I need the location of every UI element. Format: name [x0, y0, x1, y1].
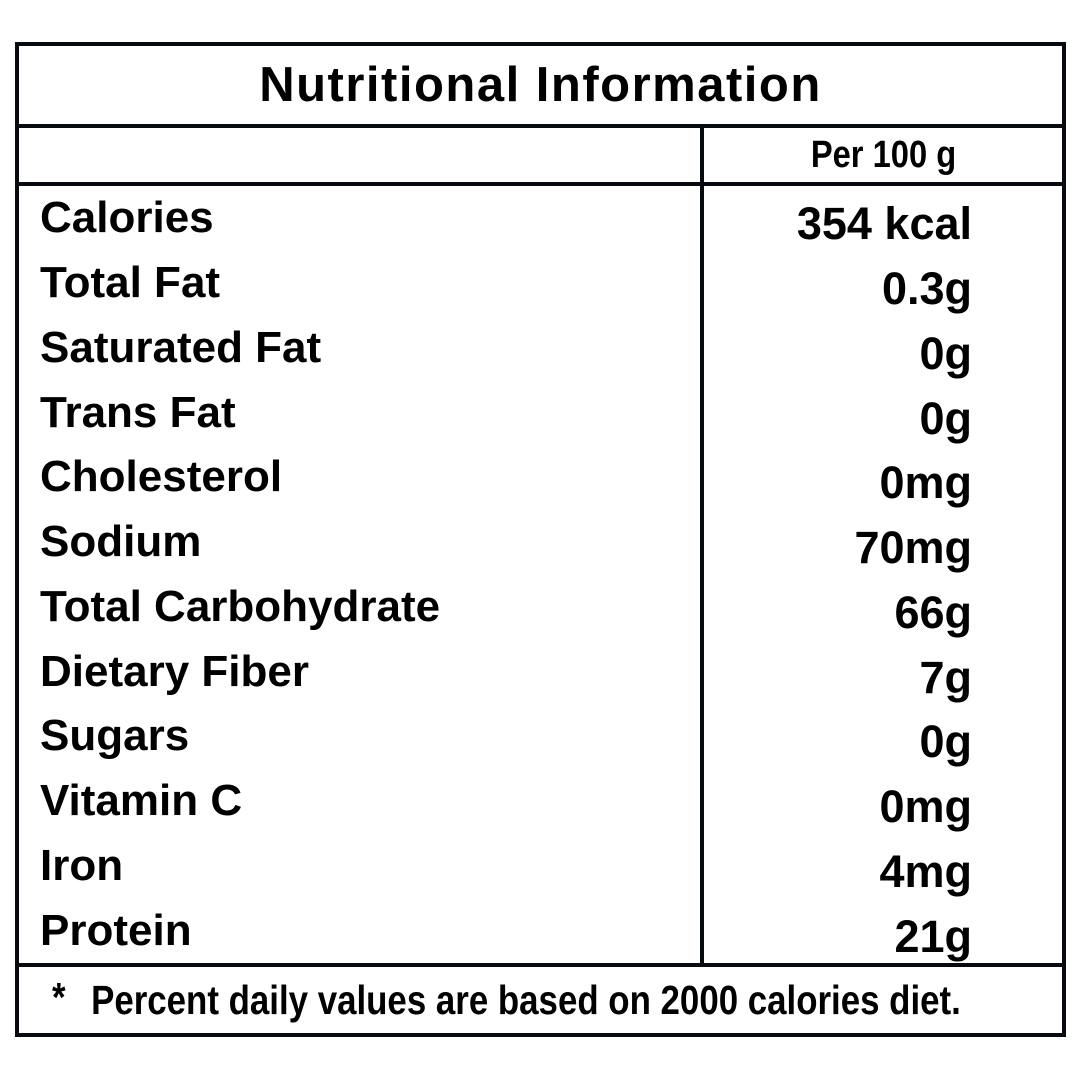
nutrient-value: 354 kcal: [796, 198, 972, 250]
footnote-text: Percent daily values are based on 2000 c…: [91, 976, 961, 1023]
nutrient-value: 21g: [894, 910, 972, 962]
table-header-row: Per 100 g: [19, 128, 1062, 186]
nutrient-value-cell: 0.3g: [704, 251, 1062, 316]
nutrient-value-cell: 0mg: [704, 769, 1062, 834]
nutrient-value: 7g: [919, 651, 972, 703]
table-row: Cholesterol 0mg: [19, 445, 1062, 510]
nutrient-label: Total Carbohydrate: [40, 581, 441, 631]
nutrient-value-cell: 0g: [704, 380, 1062, 445]
nutrient-label: Iron: [40, 840, 124, 890]
nutrient-label-cell: Dietary Fiber: [19, 639, 704, 704]
nutrient-label: Protein: [40, 905, 192, 955]
nutrient-label: Dietary Fiber: [40, 646, 309, 696]
nutrient-label-cell: Saturated Fat: [19, 316, 704, 381]
nutrient-label: Calories: [40, 193, 214, 243]
header-empty-cell: [19, 128, 704, 182]
table-title: Nutritional Information: [259, 58, 822, 112]
nutrient-value-cell: 21g: [704, 898, 1062, 963]
table-row: Calories 354 kcal: [19, 186, 1062, 251]
nutrient-label: Sugars: [40, 711, 190, 761]
header-per-100g-cell: Per 100 g: [704, 128, 1062, 182]
nutrient-value-cell: 70mg: [704, 510, 1062, 575]
nutrient-value-cell: 66g: [704, 575, 1062, 640]
nutrient-label: Trans Fat: [40, 387, 236, 437]
nutrient-label-cell: Protein: [19, 898, 704, 963]
nutrient-value-cell: 0g: [704, 704, 1062, 769]
table-footer-row: * Percent daily values are based on 2000…: [19, 963, 1062, 1033]
nutrition-facts-table: Nutritional Information Per 100 g Calori…: [15, 42, 1066, 1037]
nutrient-label: Total Fat: [40, 258, 221, 308]
table-row: Sodium 70mg: [19, 510, 1062, 575]
table-row: Iron 4mg: [19, 834, 1062, 899]
table-body: Calories 354 kcal Total Fat 0.3g Saturat…: [19, 186, 1062, 963]
nutrient-label-cell: Total Carbohydrate: [19, 575, 704, 640]
nutrient-value: 0mg: [879, 781, 972, 833]
column-header-per-100g: Per 100 g: [810, 133, 956, 176]
table-row: Trans Fat 0g: [19, 380, 1062, 445]
table-title-row: Nutritional Information: [19, 46, 1062, 128]
nutrient-value: 0g: [919, 392, 972, 444]
footnote: * Percent daily values are based on 2000…: [52, 973, 961, 1024]
nutrient-label: Sodium: [40, 517, 202, 567]
nutrient-value: 70mg: [854, 522, 972, 574]
table-row: Dietary Fiber 7g: [19, 639, 1062, 704]
nutrient-value: 0mg: [879, 457, 972, 509]
table-row: Saturated Fat 0g: [19, 316, 1062, 381]
nutrient-label-cell: Vitamin C: [19, 769, 704, 834]
nutrient-label-cell: Sugars: [19, 704, 704, 769]
nutrient-label-cell: Total Fat: [19, 251, 704, 316]
nutrient-label-cell: Iron: [19, 834, 704, 899]
nutrient-label-cell: Calories: [19, 186, 704, 251]
table-row: Total Carbohydrate 66g: [19, 575, 1062, 640]
nutrient-value-cell: 7g: [704, 639, 1062, 704]
nutrient-value-cell: 0mg: [704, 445, 1062, 510]
nutrient-label-cell: Sodium: [19, 510, 704, 575]
nutrient-label: Saturated Fat: [40, 322, 322, 372]
nutrient-label: Vitamin C: [40, 776, 243, 826]
nutrient-label: Cholesterol: [40, 452, 283, 502]
footnote-asterisk: *: [52, 973, 66, 1020]
nutrient-value: 66g: [894, 586, 972, 638]
nutrient-label-cell: Trans Fat: [19, 380, 704, 445]
table-row: Total Fat 0.3g: [19, 251, 1062, 316]
nutrient-value-cell: 4mg: [704, 834, 1062, 899]
nutrient-value: 0g: [919, 327, 972, 379]
nutrient-value: 4mg: [879, 845, 972, 897]
nutrient-value-cell: 354 kcal: [704, 186, 1062, 251]
table-row: Protein 21g: [19, 898, 1062, 963]
nutrient-label-cell: Cholesterol: [19, 445, 704, 510]
table-row: Sugars 0g: [19, 704, 1062, 769]
nutrient-value-cell: 0g: [704, 316, 1062, 381]
nutrient-value: 0g: [919, 716, 972, 768]
column-divider-line: [700, 186, 704, 963]
nutrient-value: 0.3g: [881, 263, 972, 315]
table-row: Vitamin C 0mg: [19, 769, 1062, 834]
